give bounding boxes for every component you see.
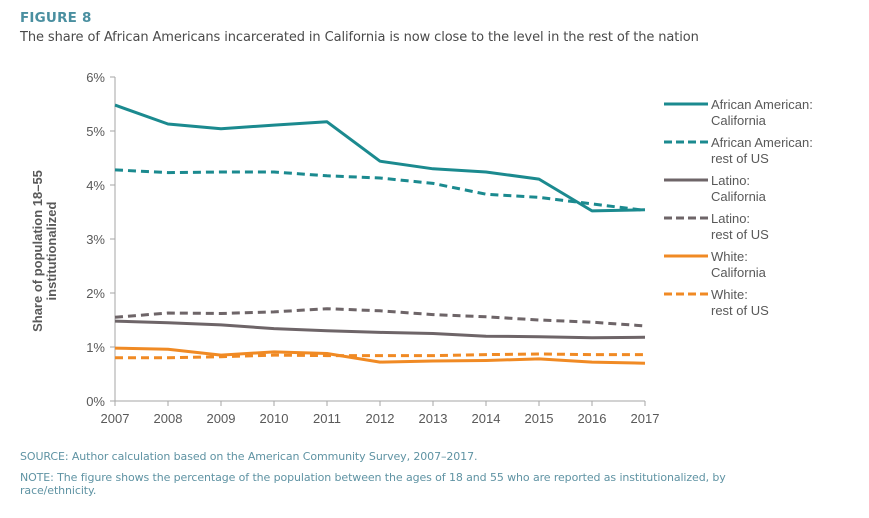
legend-item: White:California xyxy=(664,249,767,280)
figure-title: The share of African Americans incarcera… xyxy=(20,30,699,45)
y-tick-label: 2% xyxy=(86,286,105,301)
x-tick-label: 2009 xyxy=(207,411,236,426)
x-tick-label: 2010 xyxy=(260,411,289,426)
series-layer xyxy=(114,103,646,365)
legend-label: Latino: xyxy=(711,173,750,188)
series-line-latino-california xyxy=(114,319,646,340)
x-tick-label: 2012 xyxy=(366,411,395,426)
y-tick-label: 3% xyxy=(86,232,105,247)
y-tick-label: 5% xyxy=(86,124,105,139)
legend-label: California xyxy=(711,113,767,128)
legend-item: African American:rest of US xyxy=(664,135,813,166)
series-line-latino-rest-of-us xyxy=(114,307,646,328)
x-tick-label: 2007 xyxy=(101,411,130,426)
y-tick-label: 1% xyxy=(86,340,105,355)
legend-label: California xyxy=(711,189,767,204)
legend-label: White: xyxy=(711,249,748,264)
legend-label: White: xyxy=(711,287,748,302)
x-tick-label: 2016 xyxy=(578,411,607,426)
source-note: SOURCE: Author calculation based on the … xyxy=(20,450,478,463)
y-axis-title-line: institutionalized xyxy=(44,201,59,300)
figure-label: FIGURE 8 xyxy=(20,10,92,26)
legend-item: Latino:California xyxy=(664,173,767,204)
legend-label: African American: xyxy=(711,135,813,150)
series-line-african-american-california xyxy=(114,103,646,213)
x-tick-label: 2008 xyxy=(154,411,183,426)
series-line-white-rest-of-us xyxy=(115,352,645,360)
x-tick-label: 2013 xyxy=(419,411,448,426)
series-line-white-california xyxy=(114,346,646,365)
y-tick-label: 4% xyxy=(86,178,105,193)
axes: 0% 1% 2% 3% 4% 5% 6% 2007 2008 2009 2010 2011 2012 20… xyxy=(86,70,659,426)
figure-note: NOTE: The figure shows the percentage of… xyxy=(20,471,726,497)
y-axis-title: Share of population 18–55 institutionaliz… xyxy=(30,170,59,332)
x-tick-label: 2014 xyxy=(472,411,501,426)
legend-item: African American:California xyxy=(664,97,813,128)
x-tick-label: 2015 xyxy=(525,411,554,426)
y-tick-label: 0% xyxy=(86,394,105,409)
y-axis-title-line: Share of population 18–55 xyxy=(30,170,45,332)
legend-label: African American: xyxy=(711,97,813,112)
x-tick-label: 2017 xyxy=(631,411,660,426)
legend-label: Latino: xyxy=(711,211,750,226)
legend-item: Latino:rest of US xyxy=(664,211,769,242)
x-tick-label: 2011 xyxy=(313,411,341,426)
legend-label: California xyxy=(711,265,767,280)
legend-label: rest of US xyxy=(711,227,769,242)
series-line-african-american-rest-of-us xyxy=(114,168,646,212)
legend-label: rest of US xyxy=(711,151,769,166)
legend-item: White:rest of US xyxy=(664,287,769,318)
legend-label: rest of US xyxy=(711,303,769,318)
y-tick-label: 6% xyxy=(86,70,105,85)
